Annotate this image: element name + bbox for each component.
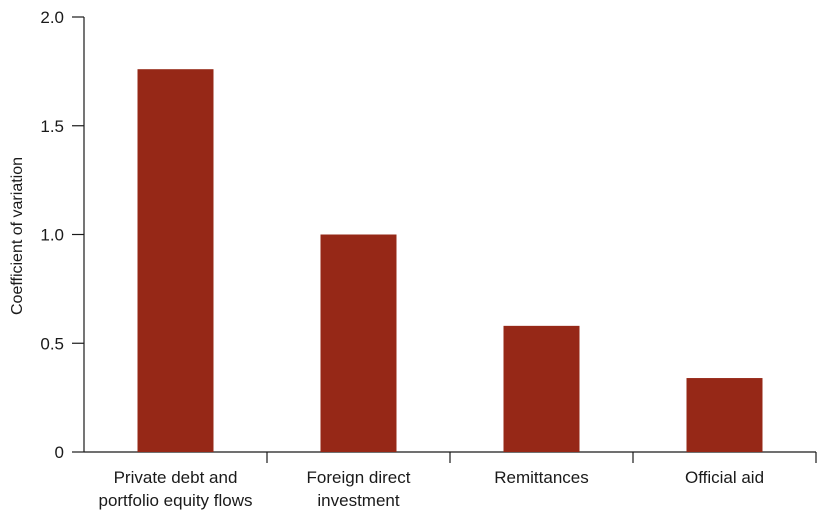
y-tick-label: 1.0 (40, 226, 64, 245)
y-tick-label: 0.5 (40, 334, 64, 353)
x-category-label: Official aid (685, 468, 764, 487)
bar (686, 378, 763, 452)
x-category-label: Private debt and portfolio equity flows (98, 468, 252, 510)
bar (503, 325, 580, 452)
bars (137, 69, 763, 452)
bar (137, 69, 214, 452)
y-axis: 0 0.5 1.0 1.5 2.0 (40, 8, 85, 462)
x-axis: Private debt and portfolio equity flows Fo… (84, 451, 817, 510)
x-category-label: Remittances (494, 468, 588, 487)
bar (320, 234, 397, 452)
y-tick-label: 1.5 (40, 117, 64, 136)
y-tick-label: 0 (55, 443, 64, 462)
y-tick-label: 2.0 (40, 8, 64, 27)
x-category-label: Foreign direct investment (307, 468, 411, 510)
y-axis-title: Coefficient of variation (9, 157, 26, 315)
